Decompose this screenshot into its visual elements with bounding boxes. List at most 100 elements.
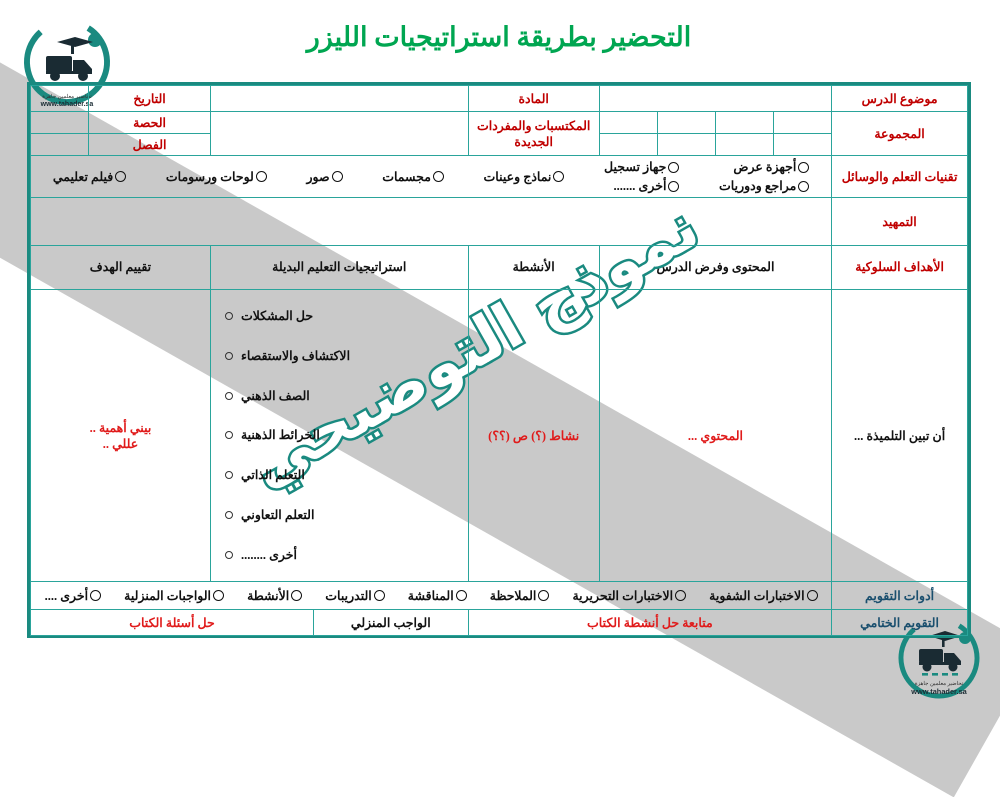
table-row-introduction: التمهيد [30,197,969,246]
checkbox-icon[interactable] [456,590,468,601]
period-label: الحصة [89,111,212,134]
closing-followup-value[interactable]: متابعة حل أنشطة الكتاب [468,609,834,636]
assessment-option-homework[interactable]: الواجبات المنزلية [125,588,226,604]
checkbox-icon[interactable] [433,171,445,182]
new-vocabulary-label: المكتسبات والمفردات الجديدة [468,111,601,156]
checkbox-icon[interactable] [669,161,681,173]
strategies-list: حل المشكلات الاكتشاف والاستقصاء الصف الذ… [212,290,469,581]
media-option-other[interactable]: أخرى ....... [615,178,681,194]
strategy-item-discovery-inquiry[interactable]: الاكتشاف والاستقصاء [216,348,465,364]
table-row-plan-body: أن تبين التلميذة ... المحتوي ... نشاط (؟… [31,289,969,582]
evaluation-line-1: بيني أهمية .. [90,420,153,435]
bullet-icon [225,351,234,360]
bullet-icon [225,431,234,440]
date-value[interactable] [30,85,91,112]
strategy-item-other[interactable]: أخرى ........ [216,547,465,563]
introduction-value[interactable] [30,197,834,246]
evaluation-line-2: عللي .. [103,436,140,451]
evaluation-cell[interactable]: بيني أهمية .. عللي .. [31,289,212,582]
checkbox-icon[interactable] [214,590,226,601]
class-label: الفصل [89,133,212,156]
new-vocabulary-value[interactable] [210,111,470,156]
checkbox-icon[interactable] [374,590,386,601]
assessment-option-exercises[interactable]: التدريبات [326,588,386,604]
assessment-option-activities[interactable]: الأنشطة [248,588,304,604]
media-option-film[interactable]: فيلم تعليمي [54,169,128,185]
subject-label: المادة [468,85,601,112]
bullet-icon [225,471,234,480]
strategy-item-self-learning[interactable]: التعلم الذاتي [216,467,465,483]
assessment-option-discussion[interactable]: المناقشة [409,588,468,604]
checkbox-icon[interactable] [799,161,811,173]
group-cell-4[interactable] [599,111,659,134]
class-value[interactable] [30,133,91,156]
group-cell-8[interactable] [599,133,659,156]
checkbox-icon[interactable] [256,171,268,182]
checkbox-icon[interactable] [669,180,681,192]
media-option-pictures[interactable]: صور [307,169,344,185]
closing-evaluation-label: التقويم الختامي [832,609,969,636]
svg-text:www.tahader.sa: www.tahader.sa [911,687,968,696]
group-cell-6[interactable] [715,133,776,156]
homework-label: الواجب المنزلي [314,609,470,636]
assessment-options-list: الاختبارات الشفوية الاختبارات التحريرية … [37,588,827,604]
media-option-charts[interactable]: لوحات ورسومات [167,169,268,185]
activity-value[interactable]: نشاط (؟) ص (؟؟) [468,289,601,582]
objectives-value[interactable]: أن تبين التلميذة ... [832,289,969,582]
lesson-plan-table: موضوع الدرس المادة التاريخ المجموعة المك… [28,82,972,638]
period-value[interactable] [30,111,91,134]
strategy-item-problem-solving[interactable]: حل المشكلات [216,308,465,324]
checkbox-icon[interactable] [539,590,551,601]
checkbox-icon[interactable] [799,180,811,192]
bullet-icon [225,391,234,400]
table-row-assessment-tools: أدوات التقويم الاختبارات الشفوية الاختبا… [30,581,969,610]
table-row-lesson-topic: موضوع الدرس المادة التاريخ [30,85,969,112]
assessment-option-written-tests[interactable]: الاختبارات التحريرية [573,588,688,604]
checkbox-icon[interactable] [91,590,103,601]
table-row-plan-headers: الأهداف السلوكية المحتوى وفرض الدرس الأن… [31,245,969,290]
strategies-cell: حل المشكلات الاكتشاف والاستقصاء الصف الذ… [210,289,470,582]
checkbox-icon[interactable] [807,590,819,601]
strategy-item-brainstorming[interactable]: الصف الذهني [216,388,465,404]
checkbox-icon[interactable] [292,590,304,601]
media-option-recorder[interactable]: جهاز تسجيل [605,159,681,175]
media-options-cell: أجهزة عرض مراجع ودوريات جهاز تسجيل [30,155,834,198]
group-cell-3[interactable] [657,111,717,134]
media-option-projector[interactable]: أجهزة عرض [734,159,811,175]
subject-value[interactable] [210,85,470,112]
assessment-option-oral-tests[interactable]: الاختبارات الشفوية [710,588,819,604]
homework-value[interactable]: حل أسئلة الكتاب [31,609,315,636]
table-row-closing-evaluation: التقويم الختامي متابعة حل أنشطة الكتاب ا… [31,609,969,636]
group-cell-2[interactable] [715,111,776,134]
assessment-option-observation[interactable]: الملاحظة [491,588,551,604]
table-row-media: تقنيات التعلم والوسائل أجهزة عرض مراجع و… [30,155,969,198]
group-cell-7[interactable] [657,133,717,156]
lesson-topic-label: موضوع الدرس [832,85,969,112]
content-value[interactable]: المحتوي ... [599,289,834,582]
media-options-list: أجهزة عرض مراجع ودوريات جهاز تسجيل [37,159,827,194]
checkbox-icon[interactable] [554,171,566,182]
lesson-topic-value[interactable] [599,85,834,112]
strategy-item-cooperative-learning[interactable]: التعلم التعاوني [216,507,465,523]
media-option-group-2: جهاز تسجيل أخرى ....... [605,159,681,194]
strategy-item-mind-maps[interactable]: الخرائط الذهنية [216,427,465,443]
assessment-option-other[interactable]: أخرى .... [46,588,103,604]
date-label: التاريخ [89,85,212,112]
group-cell-5[interactable] [774,133,834,156]
group-cell-1[interactable] [774,111,834,134]
checkbox-icon[interactable] [676,590,688,601]
assessment-options-cell: الاختبارات الشفوية الاختبارات التحريرية … [30,581,834,610]
header-content: المحتوى وفرض الدرس [599,245,834,290]
header-objectives: الأهداف السلوكية [832,245,969,290]
table-row-group: المجموعة المكتسبات والمفردات الجديدة الح… [30,111,969,156]
bullet-icon [225,511,234,520]
checkbox-icon[interactable] [332,171,344,182]
introduction-label: التمهيد [832,197,969,246]
media-label: تقنيات التعلم والوسائل [832,155,969,198]
media-option-references[interactable]: مراجع ودوريات [720,178,811,194]
checkbox-icon[interactable] [116,171,128,182]
media-option-samples[interactable]: نماذج وعينات [485,169,566,185]
header-alternative-strategies: استراتيجيات التعليم البديلة [210,245,470,290]
group-label: المجموعة [832,111,969,156]
media-option-models[interactable]: مجسمات [383,169,445,185]
